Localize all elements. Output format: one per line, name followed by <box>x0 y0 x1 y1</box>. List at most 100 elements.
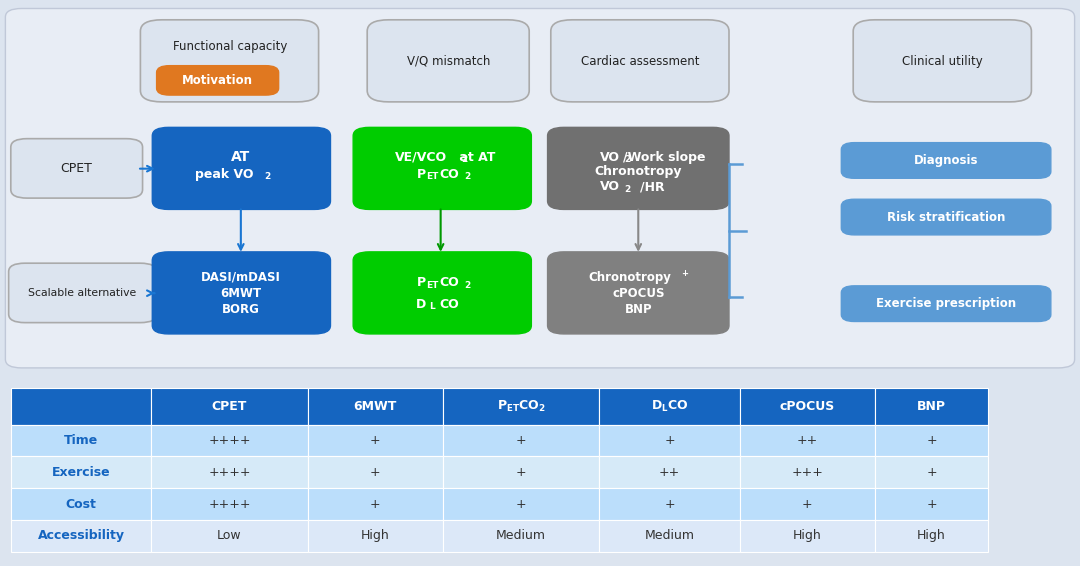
Text: 2: 2 <box>624 185 631 194</box>
Text: +: + <box>664 498 675 511</box>
Text: +: + <box>927 466 936 479</box>
Bar <box>308 520 443 552</box>
Text: +: + <box>802 498 812 511</box>
Bar <box>443 424 599 456</box>
Text: 2: 2 <box>464 172 471 181</box>
Text: CO: CO <box>440 298 459 311</box>
Text: 6MWT: 6MWT <box>353 400 397 413</box>
Bar <box>308 424 443 456</box>
Text: 2: 2 <box>265 172 271 181</box>
Bar <box>443 388 599 424</box>
Bar <box>599 456 740 488</box>
Text: P: P <box>417 168 426 181</box>
Text: 2: 2 <box>461 155 468 164</box>
Text: Chronotropy: Chronotropy <box>594 165 683 178</box>
Text: ET: ET <box>426 172 438 181</box>
Text: +: + <box>516 498 526 511</box>
Bar <box>599 488 740 520</box>
Text: +: + <box>516 466 526 479</box>
Bar <box>308 388 443 424</box>
Text: VO: VO <box>600 181 620 193</box>
Text: +++: +++ <box>792 466 823 479</box>
Bar <box>740 456 875 488</box>
Text: +: + <box>927 434 936 447</box>
Bar <box>443 456 599 488</box>
FancyBboxPatch shape <box>353 252 531 334</box>
Text: +: + <box>927 498 936 511</box>
Text: +: + <box>681 269 688 278</box>
FancyBboxPatch shape <box>841 143 1051 178</box>
FancyBboxPatch shape <box>841 286 1051 321</box>
Text: Low: Low <box>217 529 242 542</box>
Text: Functional capacity: Functional capacity <box>173 40 287 53</box>
Text: CO: CO <box>440 168 459 181</box>
Bar <box>740 424 875 456</box>
Text: BNP: BNP <box>917 400 946 413</box>
Text: $\mathbf{D_LCO}$: $\mathbf{D_LCO}$ <box>651 398 688 414</box>
Bar <box>151 388 308 424</box>
FancyBboxPatch shape <box>152 127 330 209</box>
FancyBboxPatch shape <box>9 263 157 323</box>
Text: Scalable alternative: Scalable alternative <box>28 288 136 298</box>
Text: ++: ++ <box>659 466 680 479</box>
Text: V/Q mismatch: V/Q mismatch <box>406 55 490 67</box>
Bar <box>599 520 740 552</box>
FancyBboxPatch shape <box>548 252 729 334</box>
Text: +: + <box>370 466 380 479</box>
Text: VE/VCO: VE/VCO <box>395 151 447 164</box>
Text: 6MWT: 6MWT <box>220 287 261 299</box>
Text: Exercise prescription: Exercise prescription <box>876 298 1016 310</box>
FancyBboxPatch shape <box>140 20 319 102</box>
Text: CPET: CPET <box>60 162 93 175</box>
Text: AT: AT <box>231 151 251 164</box>
FancyBboxPatch shape <box>152 252 330 334</box>
Bar <box>11 388 151 424</box>
Text: /HR: /HR <box>640 181 664 193</box>
Bar <box>11 520 151 552</box>
Bar <box>875 456 988 488</box>
Text: BORG: BORG <box>221 303 260 315</box>
Text: Medium: Medium <box>496 529 546 542</box>
Text: /Work slope: /Work slope <box>623 151 705 164</box>
Text: Exercise: Exercise <box>52 466 110 479</box>
Text: ++++: ++++ <box>208 466 251 479</box>
FancyBboxPatch shape <box>353 127 531 209</box>
FancyBboxPatch shape <box>853 20 1031 102</box>
Text: Diagnosis: Diagnosis <box>914 155 978 167</box>
Bar <box>740 520 875 552</box>
Text: High: High <box>793 529 822 542</box>
Bar <box>308 488 443 520</box>
Text: DASI/mDASI: DASI/mDASI <box>201 271 281 284</box>
Text: BNP: BNP <box>624 303 652 315</box>
Text: peak VO: peak VO <box>195 168 254 181</box>
Bar <box>875 388 988 424</box>
Bar <box>11 424 151 456</box>
Text: High: High <box>917 529 946 542</box>
Bar <box>443 488 599 520</box>
Text: ET: ET <box>426 281 438 290</box>
Text: 2: 2 <box>464 281 471 290</box>
Bar <box>599 388 740 424</box>
Text: cPOCUS: cPOCUS <box>780 400 835 413</box>
Bar <box>740 488 875 520</box>
Text: CO: CO <box>440 277 459 289</box>
Text: Cardiac assessment: Cardiac assessment <box>581 55 700 67</box>
Text: CPET: CPET <box>212 400 247 413</box>
FancyBboxPatch shape <box>367 20 529 102</box>
Bar <box>740 388 875 424</box>
Text: cPOCUS: cPOCUS <box>612 287 664 299</box>
Bar <box>875 520 988 552</box>
Bar <box>151 488 308 520</box>
Text: Medium: Medium <box>645 529 694 542</box>
FancyBboxPatch shape <box>551 20 729 102</box>
Text: Accessibility: Accessibility <box>38 529 124 542</box>
Text: ++++: ++++ <box>208 498 251 511</box>
FancyBboxPatch shape <box>157 66 279 95</box>
Text: Motivation: Motivation <box>181 74 253 87</box>
FancyBboxPatch shape <box>548 127 729 209</box>
Text: L: L <box>429 302 435 311</box>
Bar <box>875 488 988 520</box>
Text: ++: ++ <box>797 434 818 447</box>
Bar <box>151 424 308 456</box>
Bar <box>599 424 740 456</box>
